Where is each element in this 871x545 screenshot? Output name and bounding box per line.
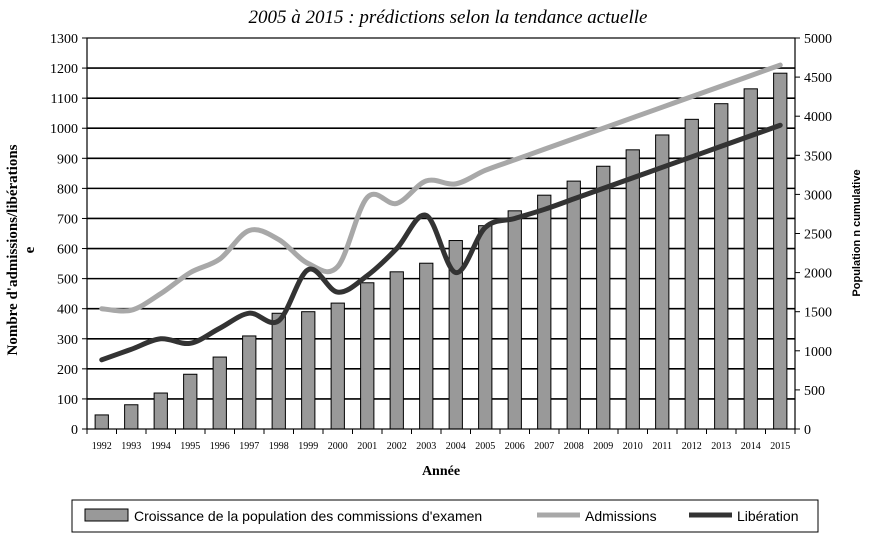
bar xyxy=(212,356,227,430)
bar xyxy=(389,271,404,430)
bar xyxy=(566,180,581,430)
x-tick-label: 1994 xyxy=(151,441,171,452)
x-tick-label: 1998 xyxy=(269,441,289,452)
x-tick-label: 2001 xyxy=(357,441,377,452)
x-tick-label: 2012 xyxy=(682,441,702,452)
x-axis-label: Année xyxy=(422,464,460,479)
bar-series xyxy=(94,72,788,430)
y-tick-label: 800 xyxy=(57,182,78,197)
x-tick-label: 2000 xyxy=(328,441,348,452)
y2-axis-label: Population n cumulative xyxy=(851,169,863,296)
legend-label-liberation: Libération xyxy=(737,508,799,524)
bar xyxy=(596,165,611,430)
x-axis-ticks: 1992 1993 1994 1995 1996 1997 1998 1999 2000 2001… xyxy=(86,429,796,452)
y-tick-label: 1100 xyxy=(51,92,78,107)
y-axis-label-extra: e xyxy=(22,246,38,253)
y2-tick-label: 1000 xyxy=(804,345,832,360)
line-series xyxy=(99,62,783,363)
y2-tick-label: 2500 xyxy=(804,228,832,243)
bar xyxy=(625,149,640,430)
x-tick-label: 1993 xyxy=(121,441,141,452)
x-tick-label: 2008 xyxy=(564,441,584,452)
bar xyxy=(655,134,670,430)
y2-tick-label: 500 xyxy=(804,384,825,399)
y-tick-label: 100 xyxy=(57,393,78,408)
bar xyxy=(301,311,316,430)
bar xyxy=(537,194,552,430)
y-axis-label: Nombre d'admissions/libérations xyxy=(5,144,21,355)
bar xyxy=(507,210,522,430)
y-tick-label: 200 xyxy=(57,363,78,378)
bar xyxy=(419,262,434,430)
y2-tick-label: 2000 xyxy=(804,267,832,282)
chart-title: 2005 à 2015 : prédictions selon la tenda… xyxy=(249,7,648,28)
bar xyxy=(330,302,345,430)
x-tick-label: 2003 xyxy=(416,441,436,452)
x-tick-label: 2007 xyxy=(534,441,554,452)
y-tick-label: 900 xyxy=(57,152,78,167)
legend-swatch-bars xyxy=(84,508,129,522)
y2-tick-label: 4500 xyxy=(804,71,832,86)
x-tick-label: 1992 xyxy=(92,441,112,452)
y2-tick-label: 0 xyxy=(804,423,811,438)
y-tick-label: 1200 xyxy=(50,62,78,77)
y2-tick-label: 3000 xyxy=(804,188,832,203)
y2-axis-ticks: 0 500 1000 1500 2000 2500 3000 3500 4000 4500 5000 xyxy=(795,32,832,438)
bar xyxy=(714,103,729,430)
bar xyxy=(478,225,493,430)
legend: Croissance de la population des commissi… xyxy=(71,499,819,533)
line-admissions xyxy=(99,62,783,314)
y-tick-label: 1000 xyxy=(50,122,78,137)
y-tick-label: 600 xyxy=(57,243,78,258)
bar xyxy=(242,335,257,430)
x-tick-label: 2014 xyxy=(741,441,761,452)
y2-tick-label: 4000 xyxy=(804,110,832,125)
y2-tick-label: 5000 xyxy=(804,32,832,47)
y-tick-label: 400 xyxy=(57,303,78,318)
legend-label-admissions: Admissions xyxy=(585,508,657,524)
x-tick-label: 2006 xyxy=(505,441,525,452)
y-tick-label: 700 xyxy=(57,212,78,227)
bar xyxy=(153,392,168,430)
y-axis-ticks: 0 100 200 300 400 500 600 700 800 900 1000 1100 1200… xyxy=(50,32,87,438)
x-tick-label: 1997 xyxy=(239,441,259,452)
x-tick-label: 2002 xyxy=(387,441,407,452)
y2-tick-label: 3500 xyxy=(804,149,832,164)
x-tick-label: 2005 xyxy=(475,441,495,452)
bar xyxy=(94,414,109,430)
x-tick-label: 2004 xyxy=(446,441,466,452)
x-tick-label: 1995 xyxy=(180,441,200,452)
x-tick-label: 2009 xyxy=(593,441,613,452)
y2-tick-label: 1500 xyxy=(804,306,832,321)
legend-label-bars: Croissance de la population des commissi… xyxy=(134,508,482,524)
x-tick-label: 2011 xyxy=(652,441,672,452)
bar xyxy=(360,282,375,430)
x-tick-label: 1999 xyxy=(298,441,318,452)
y-tick-label: 300 xyxy=(57,333,78,348)
y-tick-label: 500 xyxy=(57,273,78,288)
bar xyxy=(124,404,139,430)
bar xyxy=(271,312,286,430)
x-tick-label: 2015 xyxy=(770,441,790,452)
x-tick-label: 2010 xyxy=(623,441,643,452)
x-tick-label: 2013 xyxy=(711,441,731,452)
line-liberation xyxy=(99,122,783,363)
bar xyxy=(183,373,198,430)
bar xyxy=(684,118,699,430)
y-tick-label: 1300 xyxy=(50,32,78,47)
x-tick-label: 1996 xyxy=(210,441,230,452)
y-tick-label: 0 xyxy=(71,423,78,438)
